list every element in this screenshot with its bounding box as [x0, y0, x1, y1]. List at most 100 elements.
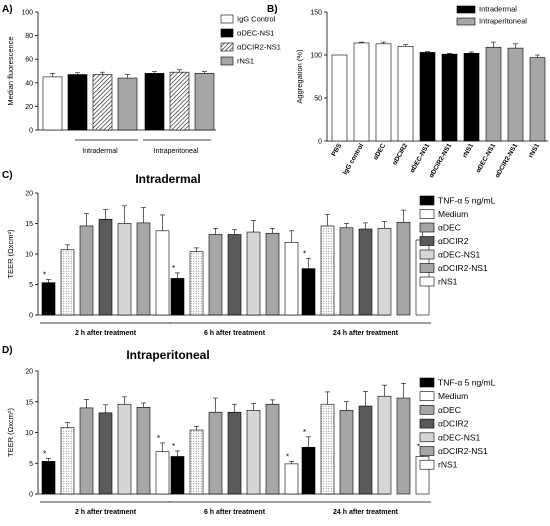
y-tick-label-d: 5 — [29, 461, 33, 468]
bar-d — [98, 412, 113, 495]
x-category-label-d: 2 h after treatment — [75, 509, 137, 516]
bar-c — [396, 221, 411, 316]
bar-d — [320, 403, 335, 495]
y-tick-label-c: 10 — [25, 252, 33, 259]
bar-c — [265, 232, 280, 316]
y-tick-label-b: 50 — [314, 96, 322, 103]
legend-swatch-c — [419, 236, 435, 246]
bar-d — [246, 410, 261, 495]
chart-c: Intradermal 0 5 10 15 20 TEER (Ωxcm²) * 2 h afte… — [6, 172, 496, 337]
bar-c — [339, 227, 354, 316]
bar-a — [67, 74, 88, 131]
bar-c — [284, 242, 299, 316]
legend-swatch-c — [419, 249, 435, 260]
significance-mark-d: * — [286, 452, 289, 461]
bar-c — [60, 249, 75, 316]
bar-c — [79, 225, 94, 316]
bar-c — [358, 228, 373, 316]
y-tick-label-b: 150 — [310, 10, 322, 17]
significance-mark-d: * — [303, 428, 306, 437]
legend-swatch-c — [419, 222, 435, 233]
y-tick-label-d: 15 — [25, 399, 33, 406]
legend-label-d: αDCIR2 — [438, 419, 469, 429]
legend-swatch-d — [419, 405, 435, 415]
legend-label-d: TNF-α 5 ng/mL — [438, 378, 496, 388]
x-category-label-c: 2 h after treatment — [75, 330, 137, 337]
legend-swatch-a — [220, 56, 234, 66]
bar-b — [507, 47, 524, 142]
bar-b — [353, 42, 370, 142]
legend-label-c: Medium — [438, 209, 468, 219]
bar-b — [529, 57, 546, 142]
legend-swatch-c — [419, 209, 435, 219]
y-tick-label-a: 40 — [25, 80, 33, 87]
y-tick-label-a: 100 — [21, 10, 33, 17]
x-tick-label-b: αDCIR2-NS1 — [428, 142, 453, 179]
legend-swatch-a — [220, 14, 234, 24]
legend-swatch-d — [419, 446, 435, 456]
bar-c — [246, 231, 261, 316]
y-axis-title-c: TEER (Ωxcm²) — [6, 229, 15, 278]
legend-swatch-a — [220, 28, 234, 38]
bar-b — [441, 53, 458, 142]
significance-mark-d: * — [43, 449, 46, 458]
bar-a — [92, 74, 113, 131]
legend-label-d: rNS1 — [438, 460, 458, 470]
y-tick-label-c: 0 — [29, 313, 33, 320]
legend-swatch-b — [456, 5, 476, 14]
x-category-label-d: 6 h after treatment — [204, 509, 266, 516]
legend-label-b: Intraperitoneal — [479, 17, 527, 26]
bar-c — [320, 225, 335, 316]
y-tick-label-a: 60 — [25, 57, 33, 64]
bar-d — [189, 429, 204, 495]
significance-mark-d: * — [172, 442, 175, 451]
legend-swatch-d — [419, 418, 435, 429]
chart-d: Intraperitoneal 0 5 10 15 20 TEER (Ωxcm²) * * 2 h… — [6, 348, 496, 516]
legend-swatch-d — [419, 432, 435, 443]
bar-a — [144, 73, 165, 131]
bar-c — [117, 223, 132, 316]
y-tick-label-a: 20 — [25, 104, 33, 111]
y-tick-label-c: 5 — [29, 282, 33, 289]
y-tick-label-b: 100 — [310, 53, 322, 60]
x-tick-label-b: αDCIR2 — [391, 142, 409, 166]
bar-c — [227, 234, 242, 316]
legend-label-d: Medium — [438, 391, 468, 401]
legend-swatch-a — [220, 42, 234, 52]
bar-d — [284, 463, 299, 495]
bar-b — [485, 46, 502, 142]
bar-b — [419, 52, 436, 142]
legend-swatch-c — [419, 195, 435, 206]
bar-d — [396, 397, 411, 495]
legend-swatch-d — [419, 377, 435, 388]
bar-d — [227, 411, 242, 495]
bar-b — [375, 43, 392, 142]
y-tick-label-c: 15 — [25, 221, 33, 228]
bar-b — [463, 52, 480, 142]
y-tick-label-b: 0 — [318, 139, 322, 146]
bar-d — [155, 451, 170, 495]
significance-mark-d: * — [157, 434, 160, 443]
bar-d — [170, 456, 185, 495]
bar-a — [169, 71, 190, 131]
legend-label-c: αDEC — [438, 223, 461, 233]
bar-c — [189, 251, 204, 316]
legend-swatch-d — [419, 391, 435, 402]
bar-d — [358, 405, 373, 495]
bar-d — [208, 411, 223, 495]
significance-mark-c: * — [172, 264, 175, 273]
x-tick-label-b: PBS — [330, 142, 343, 158]
panel-letter-c: C) — [2, 170, 13, 181]
bar-a — [42, 76, 63, 131]
legend-swatch-b — [456, 17, 476, 26]
legend-swatch-c — [419, 276, 435, 287]
significance-mark-c: * — [303, 249, 306, 258]
bar-c — [377, 228, 392, 316]
group-label-a: Intradermal — [82, 148, 118, 155]
legend-label-d: αDCIR2-NS1 — [438, 446, 488, 456]
bar-d — [136, 406, 151, 495]
x-tick-label-b: rNS1 — [462, 142, 476, 159]
y-tick-label-d: 10 — [25, 430, 33, 437]
